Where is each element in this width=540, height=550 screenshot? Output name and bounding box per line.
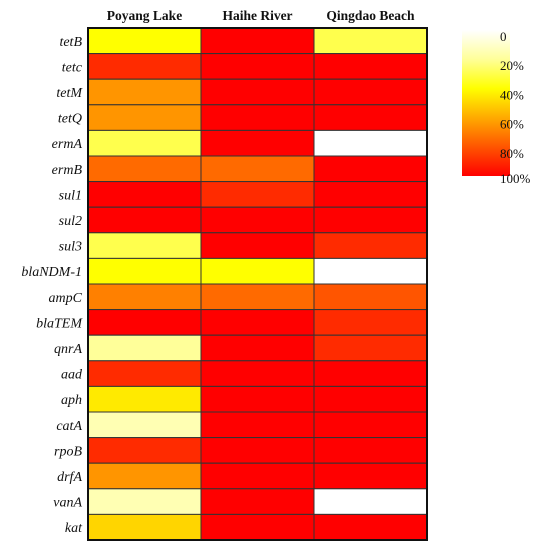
heatmap-cell — [87, 206, 202, 234]
row-label: ermB — [52, 163, 83, 178]
heatmap-cell — [200, 27, 315, 55]
heatmap-cell — [313, 360, 428, 387]
heatmap-cell — [313, 257, 428, 285]
heatmap-cell — [200, 78, 315, 106]
legend-tick-label: 60% — [500, 117, 524, 132]
heatmap-cell — [87, 360, 202, 387]
row-label: vanA — [53, 496, 82, 511]
heatmap-cell — [200, 283, 315, 311]
color-legend: 0 20% 40% 60% 80% 100% — [462, 29, 531, 186]
heatmap-cell — [313, 309, 428, 336]
heatmap-frame — [87, 27, 428, 541]
heatmap-cell — [200, 437, 315, 464]
heatmap-cell — [87, 411, 202, 439]
row-label: tetB — [59, 35, 82, 50]
heatmap-cell — [87, 462, 202, 490]
heatmap-cell — [200, 462, 315, 490]
column-label: Qingdao Beach — [326, 8, 415, 23]
heatmap-cell — [200, 513, 315, 541]
legend-tick-label: 0 — [500, 29, 507, 44]
heatmap-cell — [87, 257, 202, 285]
heatmap-cell — [313, 462, 428, 490]
row-label: ermA — [52, 137, 83, 152]
heatmap-cell — [200, 257, 315, 285]
row-label: drfA — [57, 470, 82, 485]
heatmap-cell — [87, 334, 202, 362]
heatmap-cell — [313, 488, 428, 515]
legend-tick-label: 40% — [500, 87, 524, 102]
heatmap-cell — [313, 53, 428, 80]
row-label: tetc — [62, 60, 83, 75]
legend-labels: 0 20% 40% 60% 80% 100% — [500, 29, 531, 186]
row-label: rpoB — [54, 444, 82, 459]
heatmap-cell — [87, 232, 202, 259]
heatmap-cell — [313, 513, 428, 541]
heatmap-cell — [87, 53, 202, 80]
heatmap-cell — [200, 181, 315, 208]
heatmap-cell — [200, 104, 315, 131]
heatmap-cell — [200, 360, 315, 387]
heatmap-cell — [313, 411, 428, 439]
heatmap-cell — [313, 78, 428, 106]
row-label: qnrA — [54, 342, 82, 357]
heatmap-cell — [313, 283, 428, 311]
legend-tick-label: 100% — [500, 171, 531, 186]
heatmap-cells — [87, 27, 428, 541]
row-label: tetQ — [58, 112, 82, 127]
heatmap-cell — [313, 129, 428, 157]
heatmap-cell — [313, 155, 428, 183]
row-label: kat — [65, 521, 83, 536]
column-label: Haihe River — [222, 8, 292, 23]
column-label: Poyang Lake — [107, 8, 182, 23]
heatmap-cell — [87, 27, 202, 55]
heatmap-cell — [200, 232, 315, 259]
heatmap-cell — [87, 283, 202, 311]
row-label: sul2 — [59, 214, 82, 229]
heatmap-cell — [200, 488, 315, 515]
legend-tick-label: 20% — [500, 58, 524, 73]
row-label: blaNDM-1 — [21, 265, 82, 280]
heatmap-cell — [200, 206, 315, 234]
row-label: tetM — [56, 86, 83, 101]
row-label: catA — [56, 419, 82, 434]
heatmap-cell — [200, 309, 315, 336]
heatmap-cell — [87, 129, 202, 157]
row-label: aad — [61, 368, 83, 383]
heatmap-cell — [87, 385, 202, 413]
row-label: sul1 — [59, 188, 82, 203]
heatmap-cell — [200, 385, 315, 413]
column-labels: Poyang Lake Haihe River Qingdao Beach — [107, 8, 415, 23]
heatmap-cell — [87, 78, 202, 106]
heatmap-cell — [87, 309, 202, 336]
heatmap-cell — [313, 437, 428, 464]
row-label: ampC — [49, 291, 83, 306]
row-label: blaTEM — [36, 316, 83, 331]
heatmap-cell — [200, 334, 315, 362]
row-labels: tetB tetc tetM tetQ ermA ermB sul1 sul2 sul3 blaN… — [21, 35, 83, 536]
heatmap-cell — [313, 206, 428, 234]
legend-gradient-bar — [462, 30, 510, 176]
heatmap-cell — [313, 385, 428, 413]
heatmap-cell — [200, 155, 315, 183]
heatmap-cell — [87, 488, 202, 515]
heatmap-cell — [87, 104, 202, 131]
heatmap-cell — [313, 181, 428, 208]
row-label: sul3 — [59, 240, 82, 255]
heatmap-cell — [313, 27, 428, 55]
heatmap-cell — [87, 155, 202, 183]
heatmap-cell — [313, 232, 428, 259]
heatmap-cell — [313, 334, 428, 362]
heatmap-cell — [200, 53, 315, 80]
heatmap-cell — [200, 411, 315, 439]
heatmap-cell — [200, 129, 315, 157]
heatmap-cell — [313, 104, 428, 131]
heatmap-cell — [87, 181, 202, 208]
legend-tick-label: 80% — [500, 146, 524, 161]
heatmap-cell — [87, 437, 202, 464]
heatmap-cell — [87, 513, 202, 541]
row-label: aph — [61, 393, 82, 408]
